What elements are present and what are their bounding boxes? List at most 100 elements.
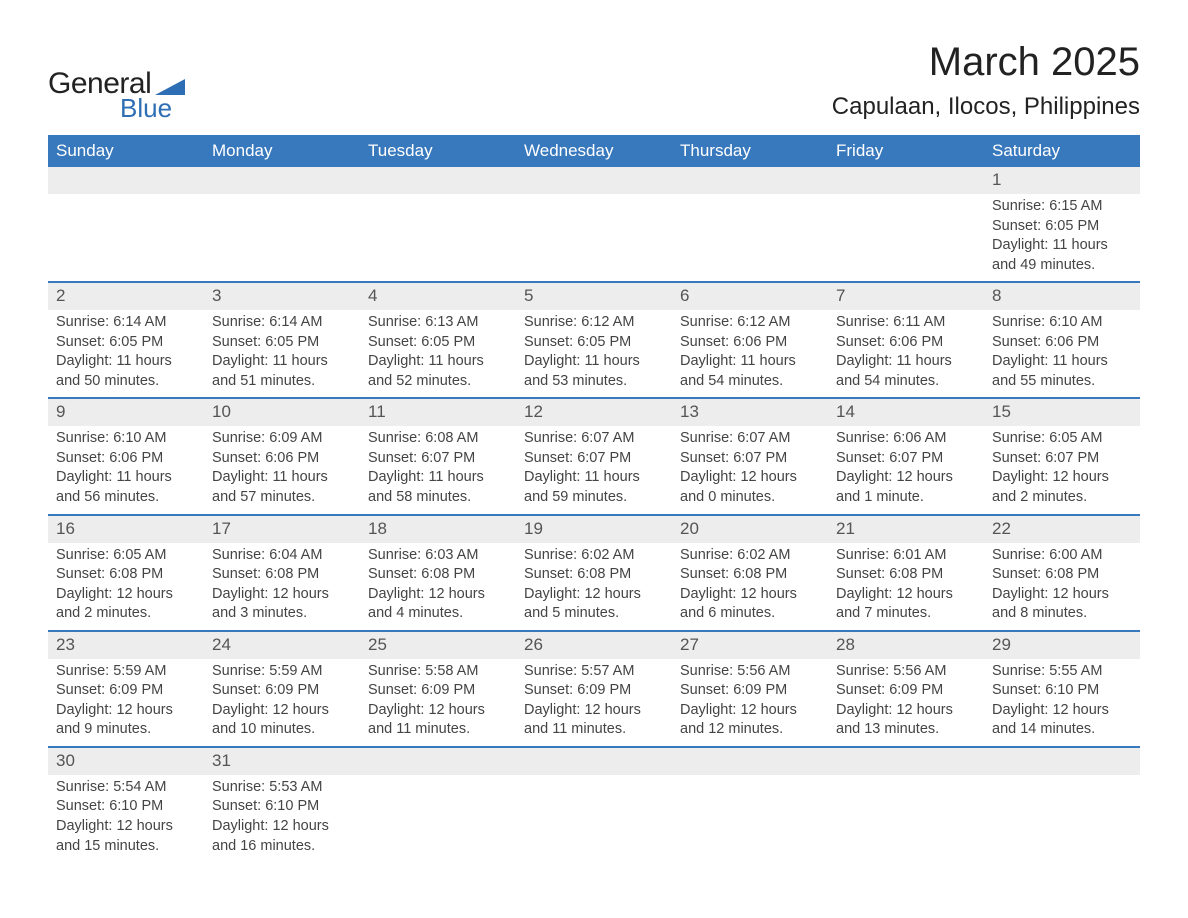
calendar-day: 17Sunrise: 6:04 AMSunset: 6:08 PMDayligh… bbox=[204, 515, 360, 631]
sunrise-line: Sunrise: 5:53 AM bbox=[212, 778, 352, 798]
sunset-line: Sunset: 6:08 PM bbox=[992, 565, 1132, 585]
sunrise-line: Sunrise: 6:14 AM bbox=[212, 313, 352, 333]
calendar-empty bbox=[672, 167, 828, 282]
daylight-line: Daylight: 12 hours and 14 minutes. bbox=[992, 701, 1132, 740]
day-number bbox=[360, 167, 516, 194]
day-details: Sunrise: 6:05 AMSunset: 6:08 PMDaylight:… bbox=[48, 543, 204, 630]
calendar-row: 16Sunrise: 6:05 AMSunset: 6:08 PMDayligh… bbox=[48, 515, 1140, 631]
calendar-row: 9Sunrise: 6:10 AMSunset: 6:06 PMDaylight… bbox=[48, 398, 1140, 514]
day-details: Sunrise: 6:07 AMSunset: 6:07 PMDaylight:… bbox=[516, 426, 672, 513]
calendar-empty bbox=[516, 747, 672, 862]
daylight-line: Daylight: 12 hours and 9 minutes. bbox=[56, 701, 196, 740]
daylight-line: Daylight: 11 hours and 54 minutes. bbox=[680, 352, 820, 391]
day-number bbox=[672, 167, 828, 194]
daylight-line: Daylight: 12 hours and 12 minutes. bbox=[680, 701, 820, 740]
sunset-line: Sunset: 6:08 PM bbox=[680, 565, 820, 585]
day-number: 4 bbox=[360, 283, 516, 310]
day-details: Sunrise: 6:01 AMSunset: 6:08 PMDaylight:… bbox=[828, 543, 984, 630]
calendar-day: 9Sunrise: 6:10 AMSunset: 6:06 PMDaylight… bbox=[48, 398, 204, 514]
sunrise-line: Sunrise: 6:02 AM bbox=[680, 546, 820, 566]
day-details: Sunrise: 6:12 AMSunset: 6:06 PMDaylight:… bbox=[672, 310, 828, 397]
sunrise-line: Sunrise: 6:04 AM bbox=[212, 546, 352, 566]
calendar-day: 25Sunrise: 5:58 AMSunset: 6:09 PMDayligh… bbox=[360, 631, 516, 747]
daylight-line: Daylight: 12 hours and 11 minutes. bbox=[368, 701, 508, 740]
sunrise-line: Sunrise: 5:59 AM bbox=[56, 662, 196, 682]
day-number: 7 bbox=[828, 283, 984, 310]
sunrise-line: Sunrise: 5:56 AM bbox=[680, 662, 820, 682]
day-details: Sunrise: 6:02 AMSunset: 6:08 PMDaylight:… bbox=[672, 543, 828, 630]
daylight-line: Daylight: 11 hours and 49 minutes. bbox=[992, 236, 1132, 275]
title-block: March 2025 Capulaan, Ilocos, Philippines bbox=[832, 40, 1140, 121]
calendar-day: 28Sunrise: 5:56 AMSunset: 6:09 PMDayligh… bbox=[828, 631, 984, 747]
day-details: Sunrise: 5:58 AMSunset: 6:09 PMDaylight:… bbox=[360, 659, 516, 746]
day-number: 26 bbox=[516, 632, 672, 659]
calendar-day: 18Sunrise: 6:03 AMSunset: 6:08 PMDayligh… bbox=[360, 515, 516, 631]
day-number bbox=[828, 748, 984, 775]
day-number: 21 bbox=[828, 516, 984, 543]
sunrise-line: Sunrise: 5:54 AM bbox=[56, 778, 196, 798]
sunset-line: Sunset: 6:08 PM bbox=[56, 565, 196, 585]
day-details: Sunrise: 6:11 AMSunset: 6:06 PMDaylight:… bbox=[828, 310, 984, 397]
day-number: 20 bbox=[672, 516, 828, 543]
weekday-header: Monday bbox=[204, 135, 360, 167]
daylight-line: Daylight: 12 hours and 5 minutes. bbox=[524, 585, 664, 624]
sunrise-line: Sunrise: 5:58 AM bbox=[368, 662, 508, 682]
day-number: 24 bbox=[204, 632, 360, 659]
day-details: Sunrise: 6:10 AMSunset: 6:06 PMDaylight:… bbox=[984, 310, 1140, 397]
sunrise-line: Sunrise: 6:13 AM bbox=[368, 313, 508, 333]
daylight-line: Daylight: 12 hours and 1 minute. bbox=[836, 468, 976, 507]
daylight-line: Daylight: 12 hours and 16 minutes. bbox=[212, 817, 352, 856]
sunrise-line: Sunrise: 5:55 AM bbox=[992, 662, 1132, 682]
day-number: 5 bbox=[516, 283, 672, 310]
day-number bbox=[672, 748, 828, 775]
weekday-header: Wednesday bbox=[516, 135, 672, 167]
day-number bbox=[516, 167, 672, 194]
sunset-line: Sunset: 6:08 PM bbox=[524, 565, 664, 585]
day-details: Sunrise: 5:59 AMSunset: 6:09 PMDaylight:… bbox=[48, 659, 204, 746]
day-number: 30 bbox=[48, 748, 204, 775]
daylight-line: Daylight: 12 hours and 4 minutes. bbox=[368, 585, 508, 624]
daylight-line: Daylight: 11 hours and 50 minutes. bbox=[56, 352, 196, 391]
sunset-line: Sunset: 6:05 PM bbox=[212, 333, 352, 353]
calendar-day: 7Sunrise: 6:11 AMSunset: 6:06 PMDaylight… bbox=[828, 282, 984, 398]
day-number: 1 bbox=[984, 167, 1140, 194]
day-number: 11 bbox=[360, 399, 516, 426]
day-number: 27 bbox=[672, 632, 828, 659]
calendar-empty bbox=[984, 747, 1140, 862]
sunrise-line: Sunrise: 5:57 AM bbox=[524, 662, 664, 682]
day-number bbox=[984, 748, 1140, 775]
day-details: Sunrise: 5:56 AMSunset: 6:09 PMDaylight:… bbox=[672, 659, 828, 746]
day-number: 12 bbox=[516, 399, 672, 426]
day-details: Sunrise: 6:04 AMSunset: 6:08 PMDaylight:… bbox=[204, 543, 360, 630]
day-details bbox=[360, 775, 516, 847]
sunrise-line: Sunrise: 6:08 AM bbox=[368, 429, 508, 449]
sunrise-line: Sunrise: 6:05 AM bbox=[992, 429, 1132, 449]
calendar-day: 23Sunrise: 5:59 AMSunset: 6:09 PMDayligh… bbox=[48, 631, 204, 747]
day-number: 25 bbox=[360, 632, 516, 659]
daylight-line: Daylight: 12 hours and 13 minutes. bbox=[836, 701, 976, 740]
day-details bbox=[984, 775, 1140, 847]
calendar-day: 22Sunrise: 6:00 AMSunset: 6:08 PMDayligh… bbox=[984, 515, 1140, 631]
sunrise-line: Sunrise: 6:12 AM bbox=[524, 313, 664, 333]
sunrise-line: Sunrise: 5:59 AM bbox=[212, 662, 352, 682]
calendar-day: 5Sunrise: 6:12 AMSunset: 6:05 PMDaylight… bbox=[516, 282, 672, 398]
day-number: 13 bbox=[672, 399, 828, 426]
daylight-line: Daylight: 12 hours and 0 minutes. bbox=[680, 468, 820, 507]
day-number: 6 bbox=[672, 283, 828, 310]
calendar-day: 11Sunrise: 6:08 AMSunset: 6:07 PMDayligh… bbox=[360, 398, 516, 514]
sunset-line: Sunset: 6:08 PM bbox=[836, 565, 976, 585]
day-number: 8 bbox=[984, 283, 1140, 310]
daylight-line: Daylight: 12 hours and 8 minutes. bbox=[992, 585, 1132, 624]
day-details: Sunrise: 6:14 AMSunset: 6:05 PMDaylight:… bbox=[204, 310, 360, 397]
day-number: 22 bbox=[984, 516, 1140, 543]
calendar-day: 14Sunrise: 6:06 AMSunset: 6:07 PMDayligh… bbox=[828, 398, 984, 514]
calendar-day: 24Sunrise: 5:59 AMSunset: 6:09 PMDayligh… bbox=[204, 631, 360, 747]
calendar-empty bbox=[828, 167, 984, 282]
daylight-line: Daylight: 12 hours and 2 minutes. bbox=[992, 468, 1132, 507]
day-details: Sunrise: 6:13 AMSunset: 6:05 PMDaylight:… bbox=[360, 310, 516, 397]
daylight-line: Daylight: 12 hours and 10 minutes. bbox=[212, 701, 352, 740]
weekday-header: Thursday bbox=[672, 135, 828, 167]
day-details: Sunrise: 6:07 AMSunset: 6:07 PMDaylight:… bbox=[672, 426, 828, 513]
sunset-line: Sunset: 6:05 PM bbox=[524, 333, 664, 353]
sunset-line: Sunset: 6:07 PM bbox=[524, 449, 664, 469]
